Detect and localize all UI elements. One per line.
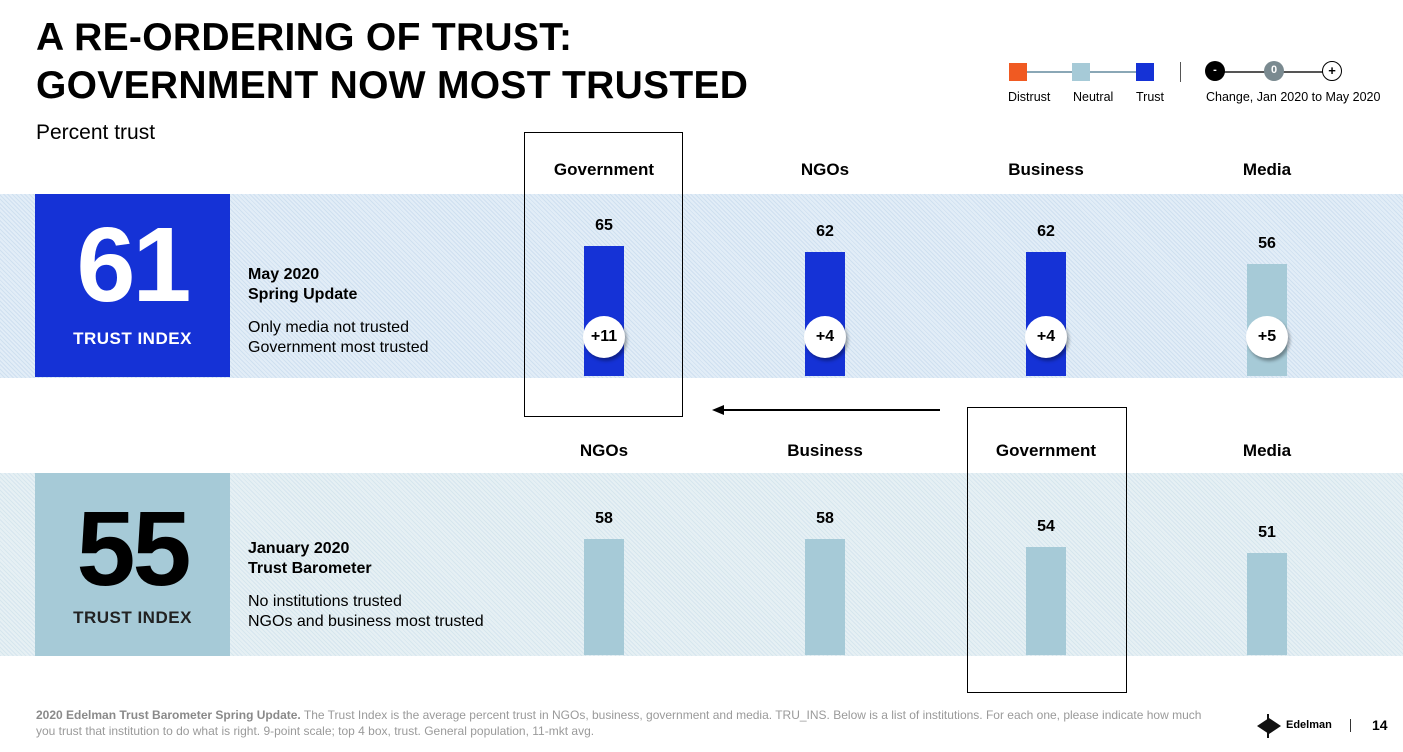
jan-2020-description: January 2020 Trust Barometer No institut… (248, 539, 484, 632)
data-label: 54 (1037, 518, 1055, 535)
legend-distrust-swatch (1009, 63, 1027, 81)
government-highlight-jan (967, 407, 1127, 693)
desc-heading: Trust Barometer (248, 560, 372, 577)
data-label: 62 (1037, 223, 1055, 240)
desc-heading: May 2020 (248, 266, 320, 283)
legend-change-label: Change, Jan 2020 to May 2020 (1206, 90, 1381, 104)
legend: Distrust Neutral Trust - 0 + Change, Jan… (1000, 60, 1400, 110)
category-label: Government (553, 160, 655, 179)
data-label: 56 (1258, 235, 1276, 252)
data-label: 51 (1258, 524, 1276, 541)
category-label: NGOs (800, 160, 850, 179)
category-label: Government (995, 441, 1097, 460)
change-badge: +5 (1246, 316, 1288, 358)
legend-neutral-swatch (1072, 63, 1090, 81)
desc-line: NGOs and business most trusted (248, 613, 484, 630)
bar (1247, 553, 1287, 655)
change-badge: +11 (583, 316, 625, 358)
legend-neutral-label: Neutral (1073, 90, 1114, 104)
data-label: 58 (595, 510, 613, 527)
change-badge: +4 (1025, 316, 1067, 358)
page-separator (1350, 719, 1351, 732)
trust-index-value: 55 (76, 490, 192, 608)
government-highlight-may (524, 132, 683, 417)
category-label: Media (1242, 441, 1292, 460)
legend-trust-swatch (1136, 63, 1154, 81)
change-badge: +4 (804, 316, 846, 358)
page-title: A RE-ORDERING OF TRUST: GOVERNMENT NOW M… (36, 14, 748, 110)
subtitle: Percent trust (36, 121, 156, 144)
trust-index-jan: 55 TRUST INDEX (35, 473, 230, 656)
category-label: Business (787, 441, 863, 460)
brand-name: Edelman (1286, 719, 1332, 731)
title-line-1: A RE-ORDERING OF TRUST: (36, 16, 573, 59)
may-2020-description: May 2020 Spring Update Only media not tr… (248, 265, 429, 358)
edelman-logo-icon (1257, 714, 1281, 738)
may-2020-band (0, 194, 1403, 378)
desc-line: Only media not trusted (248, 319, 409, 336)
footnote-text: The Trust Index is the average percent t… (36, 708, 1202, 738)
category-label: NGOs (579, 441, 629, 460)
trust-index-value: 61 (76, 206, 192, 324)
bar (584, 539, 624, 655)
legend-separator (1180, 62, 1181, 82)
bar (805, 539, 845, 655)
title-line-2: GOVERNMENT NOW MOST TRUSTED (36, 64, 749, 107)
legend-change-minus-dot: - (1205, 61, 1225, 81)
legend-trust-label: Trust (1136, 90, 1165, 104)
footnote: 2020 Edelman Trust Barometer Spring Upda… (36, 707, 1206, 739)
desc-line: No institutions trusted (248, 593, 402, 610)
data-label: 65 (595, 217, 613, 234)
bar (1026, 547, 1066, 655)
desc-line: Government most trusted (248, 339, 429, 356)
legend-distrust-label: Distrust (1008, 90, 1051, 104)
page-number: 14 (1372, 717, 1388, 733)
legend-change-zero-dot: 0 (1264, 61, 1284, 81)
category-label: Media (1242, 160, 1292, 179)
arrow-left-icon (712, 405, 940, 415)
data-label: 62 (816, 223, 834, 240)
data-label: 58 (816, 510, 834, 527)
trust-index-may: 61 TRUST INDEX (35, 194, 230, 377)
trust-index-label: TRUST INDEX (73, 608, 192, 627)
desc-heading: January 2020 (248, 540, 350, 557)
jan-2020-band (0, 473, 1403, 656)
desc-heading: Spring Update (248, 286, 358, 303)
category-label: Business (1008, 160, 1084, 179)
legend-change-plus-dot: + (1322, 61, 1342, 81)
trust-index-label: TRUST INDEX (73, 329, 192, 348)
footnote-bold: 2020 Edelman Trust Barometer Spring Upda… (36, 708, 301, 722)
